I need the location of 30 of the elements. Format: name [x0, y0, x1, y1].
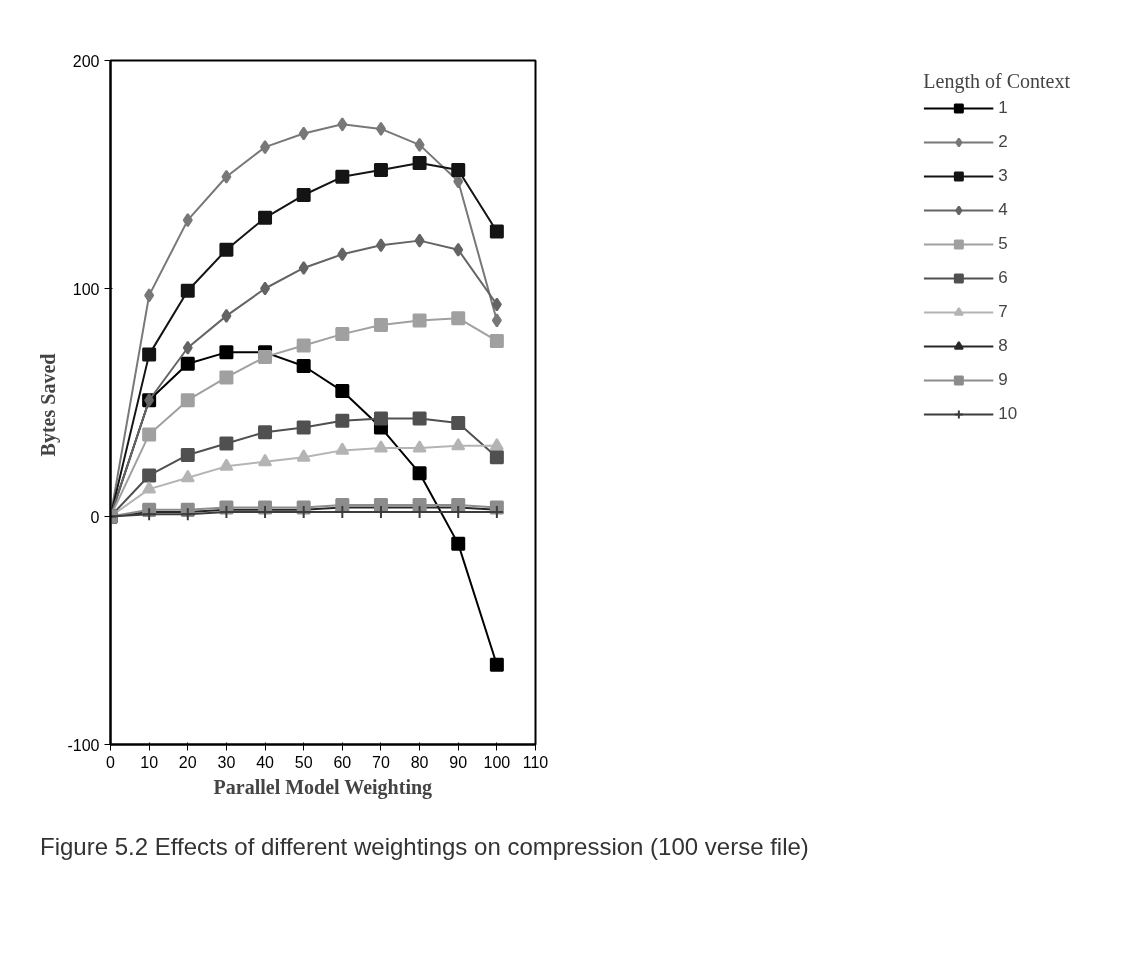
legend-label: 8	[998, 336, 1009, 356]
legend-label: 5	[998, 234, 1009, 254]
y-tick-label: -100	[67, 736, 100, 754]
x-tick-label: 20	[178, 753, 197, 771]
y-tick-label: 200	[72, 52, 100, 70]
x-tick-label: 10	[140, 753, 159, 771]
x-tick-label: 60	[333, 753, 352, 771]
x-tick-label: 50	[294, 753, 313, 771]
y-tick-label: 0	[90, 508, 100, 526]
legend-label: 1	[998, 98, 1009, 118]
legend-title: Length of Context	[923, 70, 1070, 93]
y-axis-title: Bytes Saved	[37, 353, 61, 457]
legend-label: 6	[998, 268, 1009, 288]
x-axis-title: Parallel Model Weighting	[213, 775, 433, 799]
y-tick-label: 100	[72, 280, 100, 298]
legend-label: 3	[998, 166, 1009, 186]
caption: Figure 5.2 Effects of different weightings on compression (100 verse file)	[40, 832, 809, 862]
x-tick-label: 0	[106, 753, 116, 771]
legend-label: 2	[998, 132, 1009, 152]
x-tick-label: 30	[217, 753, 236, 771]
legend-label: 7	[998, 302, 1009, 322]
legend-label: 9	[998, 370, 1009, 390]
legend-label: 4	[998, 200, 1009, 220]
x-tick-label: 70	[372, 753, 390, 771]
x-tick-label: 110	[522, 753, 549, 771]
x-tick-label: 80	[410, 753, 429, 771]
legend-label: 10	[998, 404, 1019, 424]
x-tick-label: 40	[256, 753, 275, 771]
x-tick-label: 100	[483, 753, 511, 771]
x-tick-label: 90	[449, 753, 468, 771]
